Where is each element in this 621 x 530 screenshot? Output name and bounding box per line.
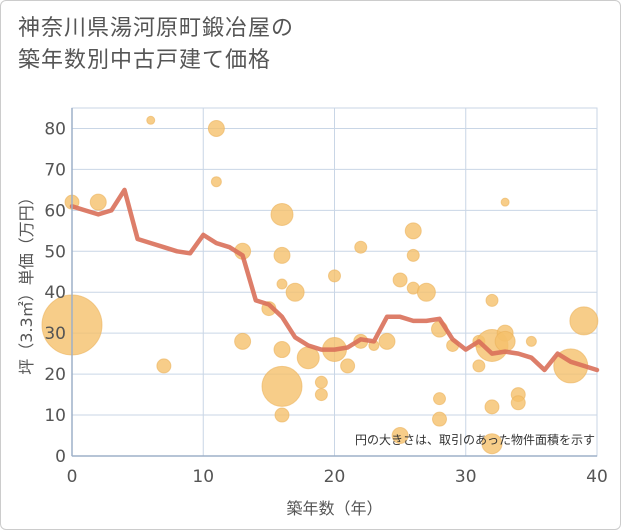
data-bubble [500,197,510,207]
data-bubble [354,240,368,254]
x-axis-label: 築年数（年） [286,499,382,518]
data-bubble [485,293,499,307]
data-bubble [392,272,408,288]
data-bubble [314,375,328,389]
data-bubble [270,202,294,226]
data-bubble [378,332,396,350]
x-tick-label: 20 [324,467,346,487]
average-line [69,187,600,373]
data-bubble [391,427,409,445]
data-bubble [494,330,516,352]
data-bubble [432,411,447,427]
data-bubble [484,399,500,415]
data-bubble [274,407,290,423]
data-bubble [340,358,356,374]
data-bubble [156,358,172,374]
data-bubble [328,269,341,283]
data-bubble [210,176,222,188]
chart-title-line-2: 築年数別中古戸建て価格 [18,48,272,73]
data-bubble [404,222,422,240]
x-tick-label: 0 [67,467,78,487]
data-bubble [569,306,599,336]
y-tick-label: 50 [44,242,66,262]
average-line-series [69,187,600,373]
y-tick-label: 40 [44,283,66,303]
bubble-size-note: 円の大きさは、取引のあった物件面積を示す [355,432,595,447]
data-bubble [285,282,305,302]
x-tick-label: 40 [586,467,608,487]
y-tick-label: 0 [55,447,66,467]
x-tick-label: 30 [455,467,477,487]
axes [71,108,597,457]
y-tick-label: 20 [44,365,66,385]
chart-title-line-1: 神奈川県湯河原町鍛冶屋の [18,16,295,41]
data-bubble [273,246,291,264]
grid-lines [71,107,598,457]
data-bubble [207,119,225,137]
y-tick-label: 70 [44,160,66,180]
data-bubble [314,388,328,402]
data-bubble [510,395,526,411]
y-axis-label: 坪（3.3㎡）単価（万円） [17,189,36,374]
y-tick-label: 60 [44,201,66,221]
y-tick-label: 10 [44,406,66,426]
data-bubble [273,341,291,359]
data-bubble [472,359,486,373]
data-bubble [406,248,420,262]
data-bubble [481,433,503,455]
data-bubble [416,282,436,302]
data-bubble [276,278,288,290]
tick-labels: 0 10 20 30 40 50 60 70 80 0 10 20 30 40 [44,119,607,487]
data-bubble [234,332,252,350]
data-bubble [89,193,107,211]
data-bubble [146,115,156,125]
data-bubble [525,335,537,347]
bubble-series [41,115,599,455]
data-bubble [261,365,303,407]
y-tick-label: 80 [44,119,66,139]
data-bubble [433,392,446,406]
x-tick-label: 10 [192,467,214,487]
y-tick-label: 30 [44,324,66,344]
chart-title: 神奈川県湯河原町鍛冶屋の 築年数別中古戸建て価格 [18,13,294,77]
